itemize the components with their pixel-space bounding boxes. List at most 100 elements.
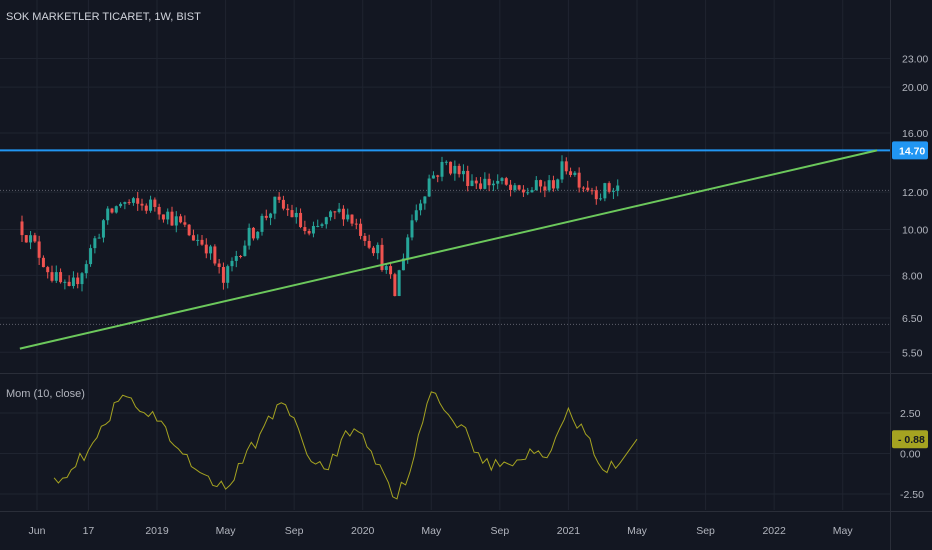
candle-body bbox=[54, 272, 58, 281]
time-tick-label: Sep bbox=[285, 525, 304, 537]
price-tick-label: 5.50 bbox=[902, 347, 923, 359]
drawing-lines bbox=[0, 149, 890, 350]
time-tick-label: May bbox=[627, 525, 648, 537]
candle-body bbox=[449, 161, 453, 174]
candle-body bbox=[500, 178, 504, 181]
candle-body bbox=[337, 208, 341, 213]
candle-body bbox=[119, 203, 123, 207]
candle-body bbox=[367, 240, 371, 248]
price-tick-label: 6.50 bbox=[902, 313, 923, 325]
candle-body bbox=[221, 266, 225, 283]
candle-body bbox=[110, 208, 114, 213]
candle-body bbox=[316, 225, 320, 227]
candle-body bbox=[573, 172, 577, 175]
candle-body bbox=[509, 184, 513, 190]
price-badge bbox=[892, 141, 928, 160]
candle-body bbox=[33, 235, 37, 242]
candle-body bbox=[607, 183, 611, 192]
candle-body bbox=[513, 185, 517, 190]
candle-body bbox=[453, 165, 457, 174]
candle-body bbox=[97, 237, 101, 239]
candle-body bbox=[29, 235, 33, 243]
candle-body bbox=[333, 211, 337, 213]
indicator-title: Mom (10, close) bbox=[6, 388, 85, 400]
candle-body bbox=[136, 198, 140, 204]
candle-body bbox=[93, 238, 97, 249]
candle-body bbox=[239, 255, 243, 257]
trendline bbox=[19, 149, 878, 350]
candle-body bbox=[534, 180, 538, 191]
candle-body bbox=[71, 277, 75, 287]
chart-title: SOK MARKETLER TICARET, 1W, BIST bbox=[6, 11, 201, 23]
candle-body bbox=[80, 273, 84, 285]
candle-body bbox=[474, 180, 478, 184]
candle-body bbox=[264, 215, 268, 218]
candle-body bbox=[376, 244, 380, 254]
candle-body bbox=[114, 206, 118, 213]
candle-body bbox=[290, 210, 294, 218]
time-tick-label: 2021 bbox=[557, 525, 581, 537]
candle-body bbox=[444, 161, 448, 163]
candle-body bbox=[346, 214, 350, 220]
time-tick-label: Jun bbox=[29, 525, 46, 537]
price-badge-label: 14.70 bbox=[899, 145, 925, 157]
candle-body bbox=[556, 179, 560, 189]
candle-body bbox=[389, 266, 393, 275]
price-tick-label: 16.00 bbox=[902, 128, 928, 140]
candle-body bbox=[243, 245, 247, 257]
candle-body bbox=[517, 185, 521, 190]
price-tick-label: 23.00 bbox=[902, 53, 928, 65]
candle-body bbox=[320, 224, 324, 226]
candle-body bbox=[89, 248, 93, 265]
momentum-badge-label: - 0.88 bbox=[898, 434, 925, 446]
candle-body bbox=[491, 183, 495, 186]
time-tick-label: 2020 bbox=[351, 525, 375, 537]
candle-body bbox=[324, 217, 328, 225]
candle-body bbox=[63, 281, 67, 283]
candle-body bbox=[461, 170, 465, 175]
candle-body bbox=[166, 211, 170, 220]
axis-labels: 23.00 20.00 16.00 12.00 10.00 8.00 6.50 5.50 14.… bbox=[29, 53, 929, 537]
candle-body bbox=[410, 220, 414, 238]
time-tick-label: May bbox=[216, 525, 237, 537]
candle-body bbox=[226, 266, 230, 283]
price-tick-label: 10.00 bbox=[902, 225, 928, 237]
time-tick-label: Sep bbox=[696, 525, 715, 537]
candle-body bbox=[569, 171, 573, 175]
candle-body bbox=[504, 178, 508, 185]
candle-body bbox=[230, 260, 234, 267]
candle-body bbox=[84, 264, 88, 274]
candle-body bbox=[350, 214, 354, 224]
candle-body bbox=[581, 187, 585, 189]
price-tick-label: 8.00 bbox=[902, 270, 923, 282]
candle-body bbox=[341, 208, 345, 220]
candle-body bbox=[260, 215, 264, 232]
candle-body bbox=[590, 190, 594, 192]
candle-body bbox=[599, 198, 603, 200]
candle-body bbox=[67, 281, 71, 287]
candle-body bbox=[209, 246, 213, 254]
candle-body bbox=[140, 203, 144, 206]
candle-body bbox=[530, 190, 534, 193]
candle-body bbox=[196, 239, 200, 241]
candle-body bbox=[611, 190, 615, 192]
momentum-line bbox=[53, 391, 638, 500]
candle-body bbox=[200, 239, 204, 245]
candle-body bbox=[273, 196, 277, 214]
candle-body bbox=[256, 231, 260, 239]
candle-body bbox=[401, 258, 405, 271]
candle-body bbox=[37, 241, 41, 258]
candle-body bbox=[76, 277, 80, 285]
candle-body bbox=[594, 190, 598, 200]
candle-body bbox=[479, 183, 483, 189]
candle-body bbox=[371, 247, 375, 254]
time-tick-label: 17 bbox=[83, 525, 95, 537]
candle-body bbox=[406, 237, 410, 259]
candle-body bbox=[603, 183, 607, 199]
candle-body bbox=[487, 178, 491, 186]
candle-body bbox=[20, 221, 24, 236]
candle-body bbox=[299, 212, 303, 228]
candle-body bbox=[251, 227, 255, 239]
candle-body bbox=[127, 202, 131, 204]
